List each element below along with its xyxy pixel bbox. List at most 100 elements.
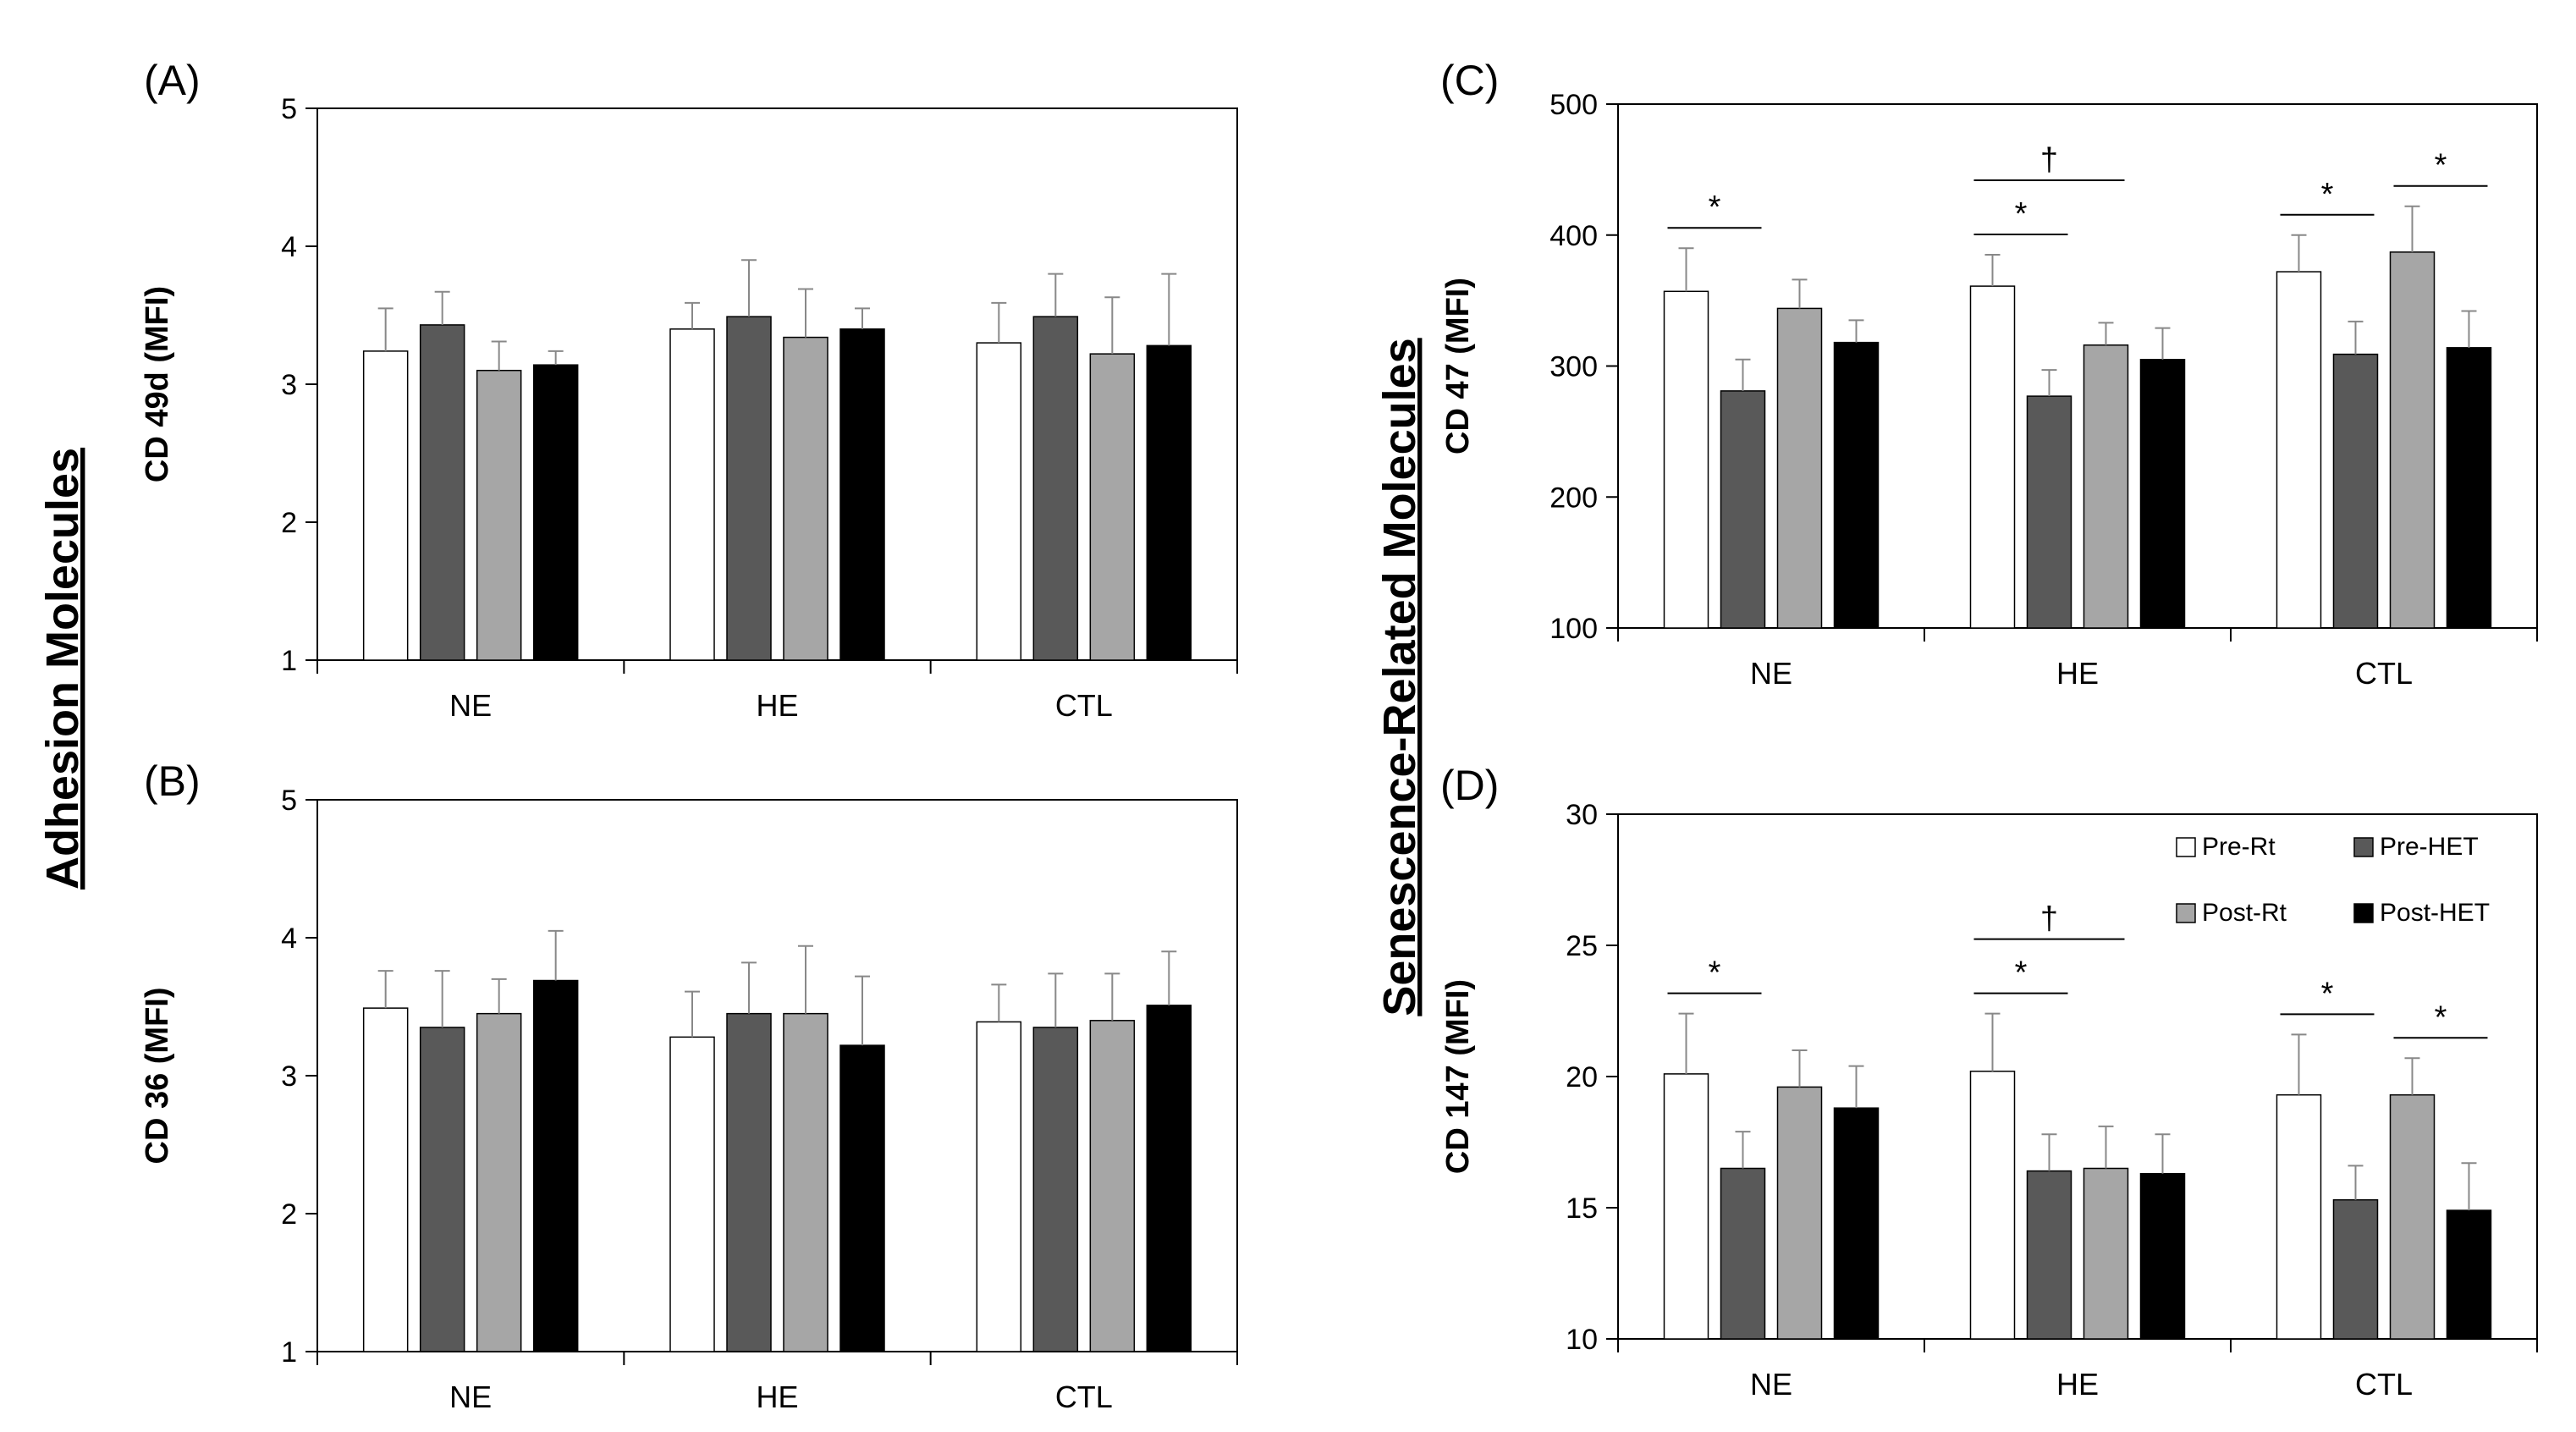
panel-label: (B) — [144, 757, 201, 805]
bar-post-het — [2139, 359, 2186, 629]
x-category-label: HE — [756, 688, 798, 723]
adhesion-molecules-label: Adhesion Molecules — [37, 448, 88, 889]
y-tick-label: 100 — [1549, 613, 1598, 645]
significance-mark: * — [2435, 148, 2447, 184]
x-category-label: NE — [1750, 656, 1792, 691]
panel-label: (C) — [1440, 57, 1499, 104]
legend-swatch — [2176, 837, 2196, 857]
y-tick-label: 2 — [281, 507, 297, 539]
bar-pre-het — [1720, 390, 1766, 629]
bar-pre-het — [726, 316, 772, 661]
legend-label: Pre-Rt — [2202, 833, 2276, 861]
x-category-label: NE — [449, 1380, 492, 1414]
bar-post-rt — [783, 1012, 828, 1352]
bar-post-rt — [783, 336, 828, 661]
panel-label: (D) — [1440, 762, 1499, 809]
legend-swatch — [2353, 903, 2374, 923]
y-axis-label: CD 147 (MFI) — [1440, 979, 1476, 1174]
bar-post-het — [1146, 344, 1192, 661]
y-tick-label: 400 — [1549, 220, 1598, 252]
x-category-label: CTL — [1055, 1380, 1113, 1414]
bar-pre-rt — [976, 342, 1022, 661]
bar-pre-het — [419, 324, 465, 661]
y-tick-label: 500 — [1549, 89, 1598, 121]
y-tick-label: 20 — [1566, 1061, 1598, 1093]
y-tick-label: 3 — [281, 369, 297, 401]
x-category-label: CTL — [1055, 688, 1113, 723]
legend-swatch — [2353, 837, 2374, 857]
significance-mark: * — [2435, 1000, 2447, 1035]
y-axis-label: CD 47 (MFI) — [1440, 278, 1476, 454]
bar-pre-het — [2026, 395, 2072, 629]
bar-post-het — [2446, 347, 2492, 629]
bar-pre-rt — [976, 1021, 1022, 1352]
bar-pre-rt — [669, 1036, 715, 1352]
significance-mark: * — [2321, 976, 2334, 1011]
bar-pre-het — [1032, 1027, 1079, 1352]
bar-post-rt — [1089, 1020, 1136, 1352]
significance-mark: * — [2015, 956, 2028, 991]
bar-pre-rt — [362, 1007, 409, 1352]
significance-mark: * — [2321, 177, 2334, 212]
y-tick-label: 10 — [1566, 1324, 1598, 1356]
y-tick-label: 15 — [1566, 1192, 1598, 1225]
y-tick-label: 3 — [281, 1060, 297, 1093]
y-tick-label: 1 — [281, 645, 297, 677]
legend: Pre-Rt Pre-HET Post-Rt Post-HET — [2176, 833, 2490, 927]
y-tick-label: 1 — [281, 1336, 297, 1369]
y-tick-label: 4 — [281, 923, 297, 955]
bar-pre-het — [2332, 353, 2379, 629]
panel-label: (A) — [144, 57, 201, 104]
y-tick-label: 5 — [281, 93, 297, 125]
bar-post-het — [532, 364, 579, 661]
legend-swatch — [2176, 903, 2196, 923]
bar-post-rt — [476, 1012, 522, 1352]
legend-label: Post-HET — [2380, 899, 2490, 927]
x-category-label: CTL — [2355, 1367, 2413, 1402]
x-category-label: CTL — [2355, 656, 2413, 691]
y-tick-label: 30 — [1566, 799, 1598, 831]
significance-mark: † — [2040, 901, 2058, 937]
bar-post-rt — [2083, 1167, 2129, 1340]
y-tick-label: 4 — [281, 231, 297, 263]
bar-post-rt — [2389, 1093, 2436, 1340]
bar-post-rt — [1089, 353, 1136, 661]
bar-pre-het — [2332, 1198, 2379, 1340]
significance-mark: * — [2015, 196, 2028, 232]
significance-mark: * — [1709, 956, 1721, 991]
y-tick-label: 5 — [281, 785, 297, 817]
bar-post-het — [2446, 1209, 2492, 1340]
panel-c: (C) CD 47 (MFI) 100 200 300 400 500 NE HE CTL * † * *… — [1440, 57, 2538, 691]
bar-post-rt — [1776, 1086, 1823, 1340]
panel-a: (A) CD 49d (MFI) 1 2 3 4 5 NE HE CTL — [140, 57, 1238, 723]
x-category-label: HE — [2056, 656, 2099, 691]
bar-post-het — [1833, 1107, 1880, 1340]
y-tick-label: 25 — [1566, 930, 1598, 962]
x-category-label: NE — [1750, 1367, 1792, 1402]
bar-pre-het — [1032, 316, 1079, 661]
senescence-molecules-label: Senescence-Related Molecules — [1374, 338, 1425, 1016]
significance-mark: * — [1709, 190, 1721, 225]
significance-mark: † — [2040, 142, 2058, 178]
bar-pre-rt — [1663, 1073, 1709, 1340]
y-tick-label: 2 — [281, 1198, 297, 1231]
x-category-label: HE — [2056, 1367, 2099, 1402]
bar-pre-rt — [1663, 290, 1709, 629]
x-category-label: NE — [449, 688, 492, 723]
chart-area: (A) CD 49d (MFI) 1 2 3 4 5 NE HE CTL (B) CD 36 (MFI… — [140, 57, 2538, 1414]
y-tick-label: 300 — [1549, 351, 1598, 383]
legend-label: Post-Rt — [2202, 899, 2287, 927]
bar-pre-het — [726, 1012, 772, 1352]
legend-label: Pre-HET — [2380, 833, 2479, 861]
x-category-label: HE — [756, 1380, 798, 1414]
bar-pre-rt — [2276, 1093, 2322, 1340]
y-axis-label: CD 36 (MFI) — [140, 988, 175, 1165]
bar-post-rt — [476, 369, 522, 661]
bar-post-het — [532, 979, 579, 1352]
bar-post-rt — [1776, 307, 1823, 629]
bar-pre-rt — [1969, 285, 2016, 629]
bar-post-het — [1833, 341, 1880, 629]
bar-pre-het — [419, 1027, 465, 1352]
bar-pre-rt — [2276, 271, 2322, 629]
